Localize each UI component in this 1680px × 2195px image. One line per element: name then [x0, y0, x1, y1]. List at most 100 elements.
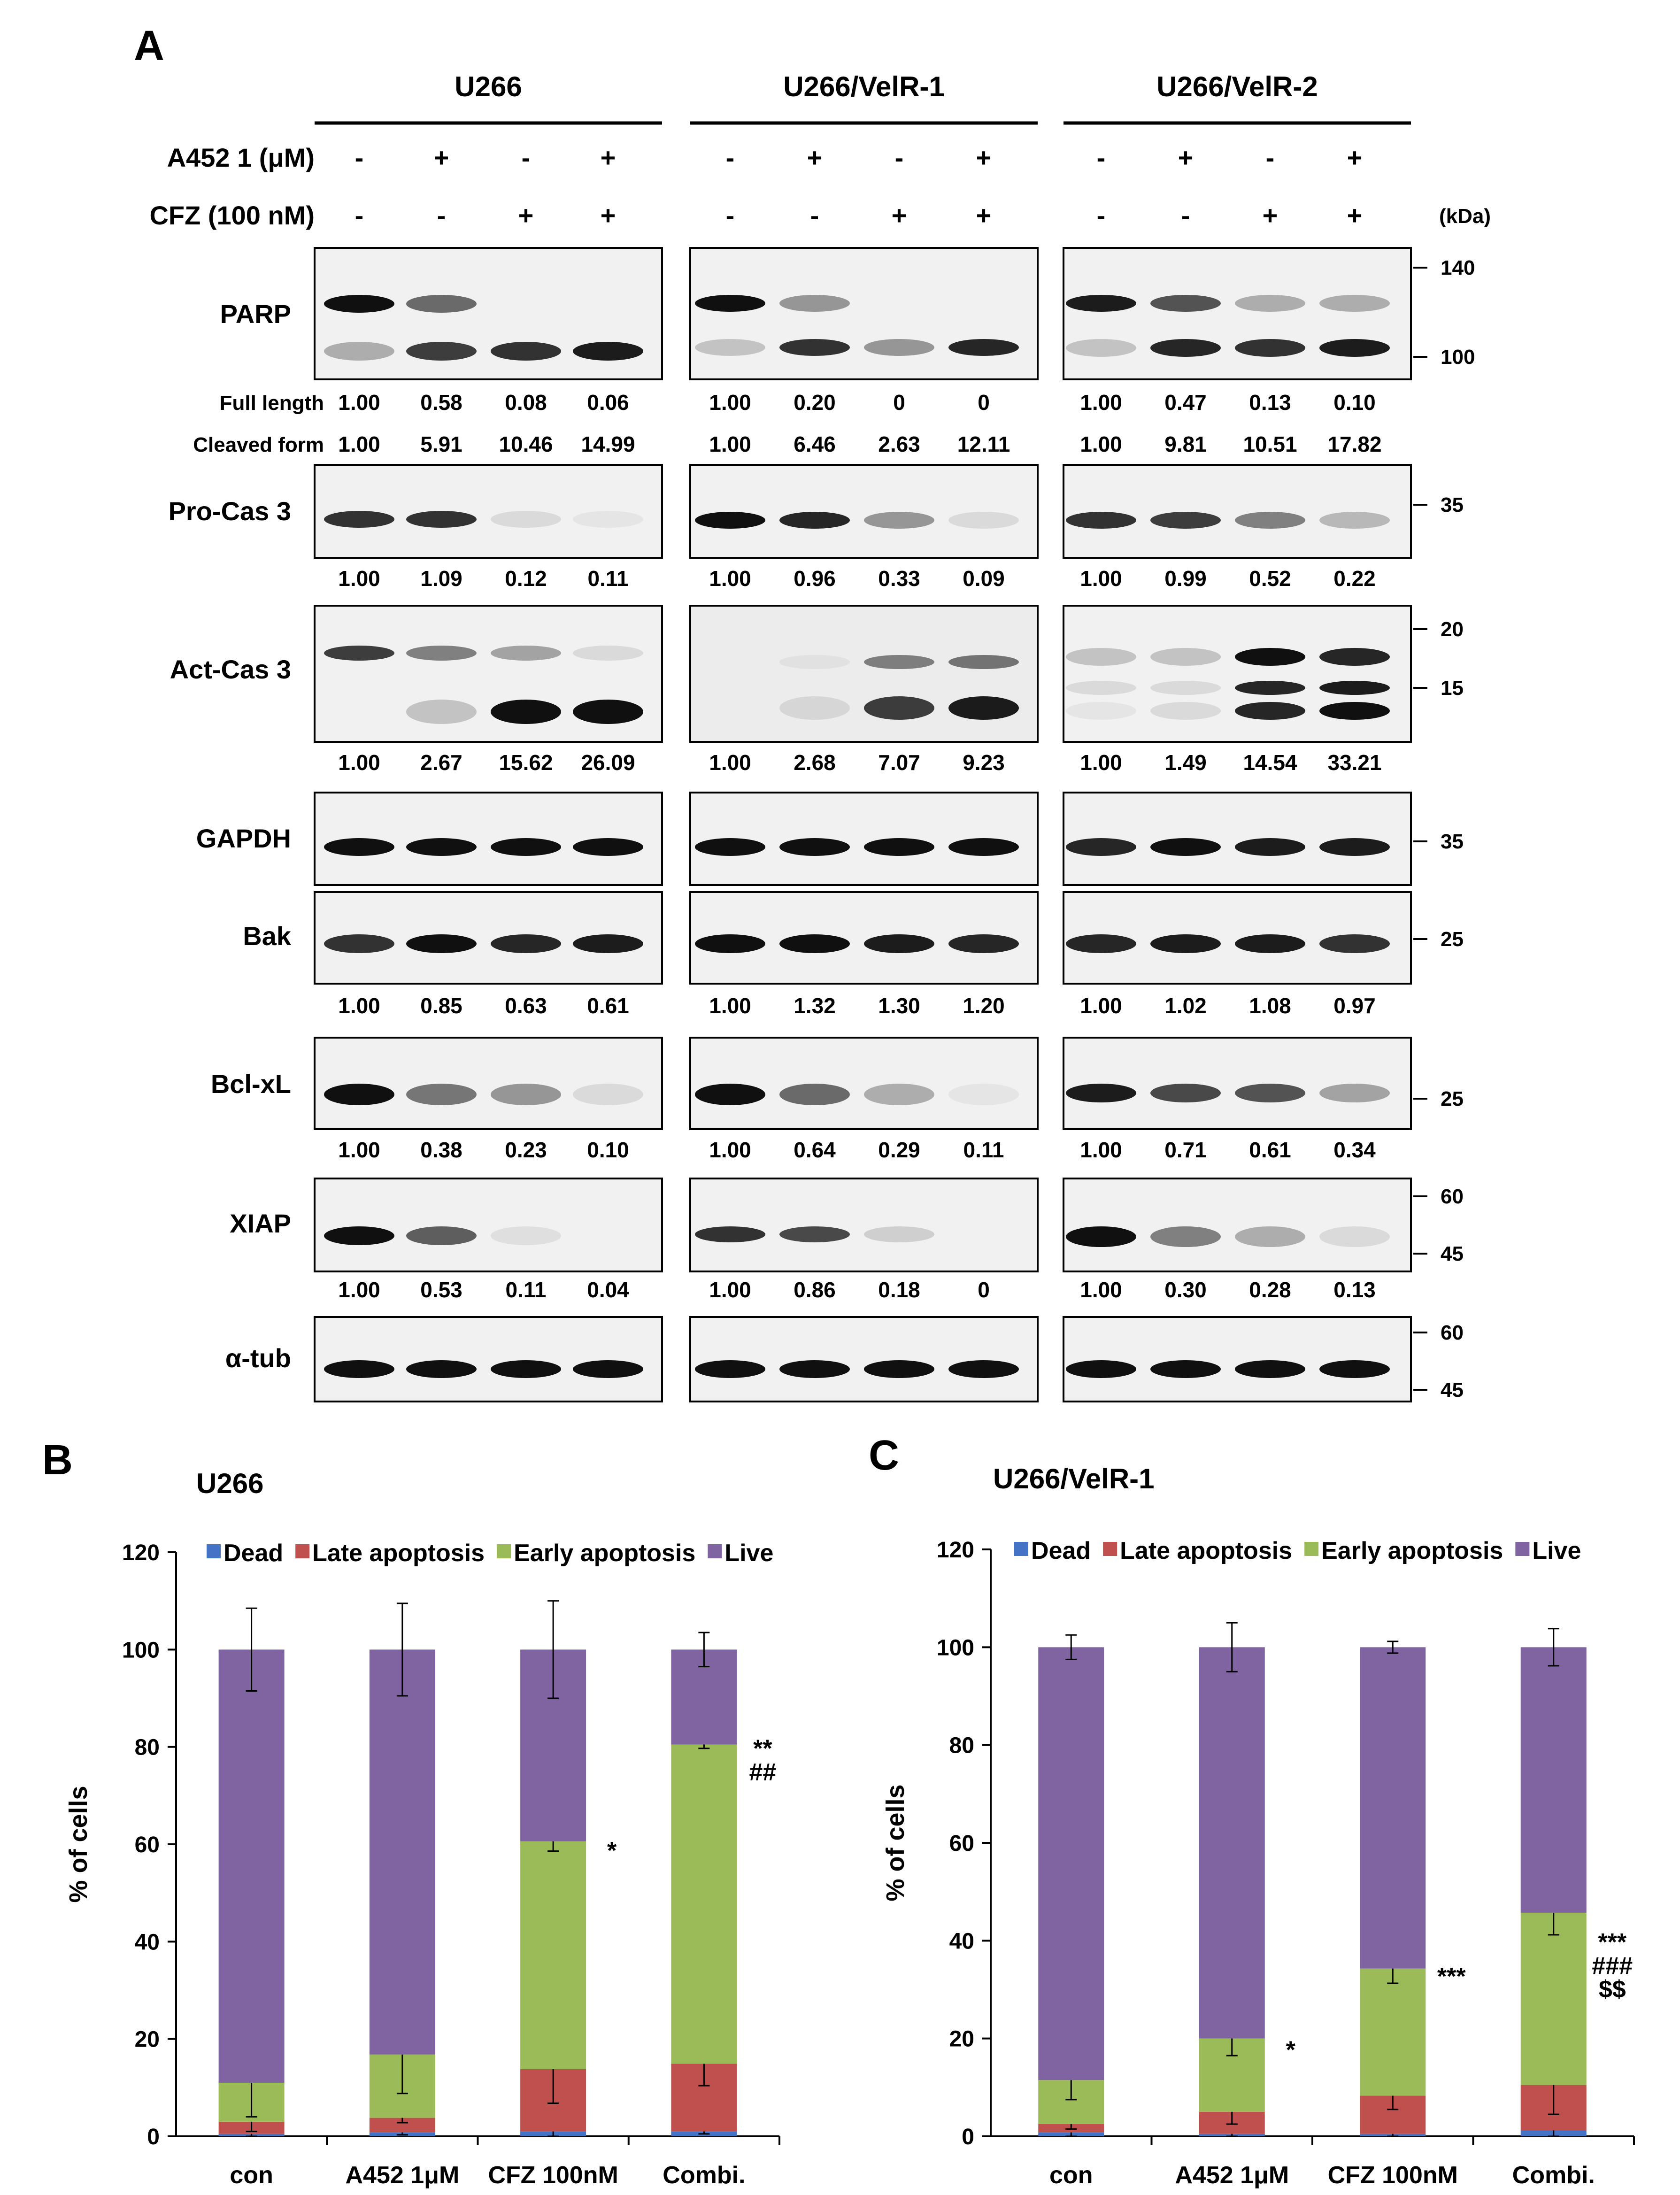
quant-value: 1.09 — [420, 566, 462, 591]
y-tick-label: 0 — [147, 2125, 160, 2149]
protein-band — [324, 838, 394, 856]
y-tick-label: 0 — [962, 2125, 974, 2149]
protein-band — [864, 1360, 934, 1378]
protein-band — [491, 1360, 561, 1378]
bar-segment-live-cfz-100nm — [1360, 1647, 1426, 1969]
blot-pro-cas-3-panel-1 — [314, 464, 663, 559]
treatment-sign: + — [807, 143, 823, 172]
bar-segment-live-combi — [1520, 1647, 1587, 1913]
panel-letter-b: B — [42, 1437, 73, 1484]
significance-mark: * — [1286, 2036, 1296, 2064]
treatment-sign: + — [601, 200, 616, 230]
protein-band — [864, 696, 934, 720]
quant-value: 1.00 — [1080, 1278, 1122, 1302]
quant-value: 14.54 — [1243, 750, 1297, 775]
quant-value: 9.23 — [963, 750, 1005, 775]
panel-letter-a: A — [134, 23, 164, 69]
blot-frame — [1063, 1178, 1412, 1272]
protein-band — [573, 700, 643, 724]
protein-band — [1066, 1226, 1136, 1247]
protein-band — [491, 511, 561, 528]
protein-band — [1235, 1226, 1305, 1247]
mw-marker-label: 100 — [1441, 346, 1475, 369]
quant-value: 1.00 — [709, 1278, 751, 1302]
quant-value: 1.00 — [709, 432, 751, 456]
protein-band — [695, 1360, 765, 1378]
treatment-sign: - — [437, 200, 446, 230]
treatment-sign: - — [726, 143, 735, 172]
protein-band — [695, 1084, 765, 1105]
blot-gapdh-panel-3 — [1063, 792, 1412, 886]
protein-band — [491, 700, 561, 724]
quant-value: 0.86 — [794, 1278, 836, 1302]
protein-band — [1319, 681, 1390, 695]
protein-band — [864, 1226, 934, 1242]
protein-band — [1319, 838, 1390, 856]
quant-value: 0.29 — [878, 1138, 920, 1162]
quant-value: 0.64 — [794, 1138, 836, 1162]
legend-swatch-late-apoptosis — [295, 1544, 310, 1558]
protein-band — [695, 512, 765, 529]
protein-band — [1319, 648, 1390, 666]
bar-segment-live-con — [218, 1649, 285, 2083]
quant-value: 1.00 — [1080, 390, 1122, 415]
protein-band — [948, 339, 1019, 356]
quant-value: 12.11 — [957, 432, 1010, 456]
treatment-sign: + — [892, 200, 907, 230]
protein-band — [1150, 838, 1221, 856]
quant-value: 1.32 — [794, 994, 836, 1018]
quant-value: 0.13 — [1333, 1278, 1376, 1302]
treatment-sign: - — [810, 200, 819, 230]
kda-label: (kDa) — [1439, 205, 1491, 228]
protein-band — [1235, 934, 1305, 953]
protein-band — [864, 934, 934, 953]
protein-band — [1319, 702, 1390, 720]
protein-band — [406, 700, 477, 724]
legend-label-dead: Dead — [1031, 1537, 1091, 1564]
quant-value: 0.23 — [505, 1138, 547, 1162]
blot-frame — [1063, 464, 1412, 559]
protein-band — [573, 838, 643, 856]
protein-band — [695, 838, 765, 856]
bar-segment-early-apoptosis-combi — [671, 1744, 737, 2064]
category-label-combi: Combi. — [663, 2162, 745, 2189]
quant-value: 1.00 — [338, 1278, 380, 1302]
quant-value: 0.06 — [587, 390, 629, 415]
protein-band — [1150, 934, 1221, 953]
quant-value: 1.00 — [338, 432, 380, 456]
protein-band — [406, 295, 477, 313]
quant-value: 2.67 — [420, 750, 462, 775]
blot-label-bak: Bak — [243, 921, 292, 951]
blot-label-parp: PARP — [220, 299, 291, 329]
mw-marker-label: 35 — [1441, 493, 1464, 516]
quant-value: 1.00 — [709, 1138, 751, 1162]
quant-value: 1.30 — [878, 994, 920, 1018]
blot-xiap-panel-1 — [314, 1178, 663, 1272]
quant-value: 1.00 — [338, 994, 380, 1018]
panel-b-chart: B U266 0 20 40 60 80 100 120 % of cells con A452 1μ… — [42, 1437, 780, 2189]
treatment-sign: - — [1097, 200, 1106, 230]
protein-band — [324, 342, 394, 361]
quant-value: 1.20 — [963, 994, 1005, 1018]
column-title-u266-velr-1: U266/VelR-1 — [783, 71, 945, 102]
protein-band — [864, 655, 934, 669]
significance-mark: *** — [1437, 1963, 1466, 1990]
protein-band — [1319, 1360, 1390, 1378]
quant-value: 0.11 — [588, 566, 629, 591]
mw-marker-label: 140 — [1441, 256, 1475, 279]
quant-row-label: Cleaved form — [193, 433, 324, 456]
blot-label-act-cas-3: Act-Cas 3 — [170, 655, 291, 684]
quant-value: 1.49 — [1164, 750, 1207, 775]
quant-value: 1.00 — [338, 390, 380, 415]
protein-band — [1066, 295, 1136, 312]
quant-value: 2.63 — [878, 432, 920, 456]
blot-frame — [1063, 1037, 1412, 1130]
protein-band — [573, 511, 643, 528]
quant-value: 1.00 — [338, 566, 380, 591]
blot-label-gapdh: GAPDH — [196, 824, 291, 853]
blot-gapdh-panel-1 — [314, 792, 663, 886]
blot-frame — [689, 1178, 1039, 1272]
protein-band — [948, 1084, 1019, 1105]
protein-band — [324, 1360, 394, 1378]
quant-value: 0.22 — [1333, 566, 1376, 591]
